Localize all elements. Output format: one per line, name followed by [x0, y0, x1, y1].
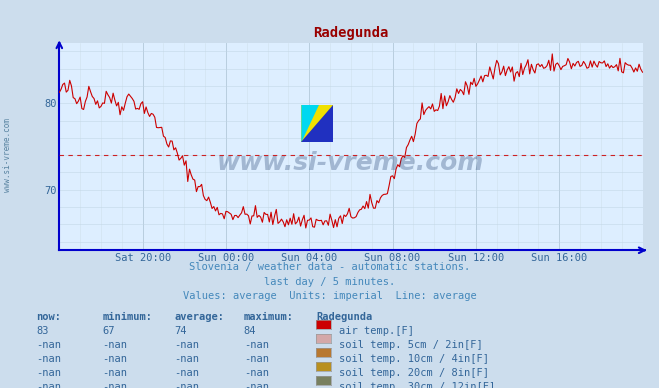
Text: last day / 5 minutes.: last day / 5 minutes.	[264, 277, 395, 287]
Text: -nan: -nan	[102, 368, 127, 378]
Text: -nan: -nan	[175, 382, 200, 388]
Polygon shape	[301, 105, 319, 142]
Text: -nan: -nan	[175, 340, 200, 350]
Text: -nan: -nan	[102, 382, 127, 388]
Text: -nan: -nan	[36, 354, 61, 364]
Text: minimum:: minimum:	[102, 312, 152, 322]
Text: -nan: -nan	[36, 340, 61, 350]
Text: Slovenia / weather data - automatic stations.: Slovenia / weather data - automatic stat…	[189, 262, 470, 272]
Text: www.si-vreme.com: www.si-vreme.com	[3, 118, 13, 192]
Text: www.si-vreme.com: www.si-vreme.com	[217, 151, 484, 175]
Text: -nan: -nan	[102, 340, 127, 350]
Text: -nan: -nan	[102, 354, 127, 364]
Text: soil temp. 5cm / 2in[F]: soil temp. 5cm / 2in[F]	[339, 340, 483, 350]
Text: air temp.[F]: air temp.[F]	[339, 326, 415, 336]
Text: -nan: -nan	[36, 382, 61, 388]
Text: 84: 84	[244, 326, 256, 336]
Title: Radegunda: Radegunda	[313, 26, 389, 40]
Text: Values: average  Units: imperial  Line: average: Values: average Units: imperial Line: av…	[183, 291, 476, 301]
Text: -nan: -nan	[244, 382, 269, 388]
Text: now:: now:	[36, 312, 61, 322]
Text: 74: 74	[175, 326, 187, 336]
Text: soil temp. 20cm / 8in[F]: soil temp. 20cm / 8in[F]	[339, 368, 490, 378]
Text: -nan: -nan	[175, 368, 200, 378]
Text: 83: 83	[36, 326, 49, 336]
Text: maximum:: maximum:	[244, 312, 294, 322]
Text: average:: average:	[175, 312, 225, 322]
Polygon shape	[301, 105, 333, 142]
Text: -nan: -nan	[175, 354, 200, 364]
Text: 67: 67	[102, 326, 115, 336]
Text: -nan: -nan	[36, 368, 61, 378]
Text: -nan: -nan	[244, 340, 269, 350]
Text: soil temp. 10cm / 4in[F]: soil temp. 10cm / 4in[F]	[339, 354, 490, 364]
Text: Radegunda: Radegunda	[316, 312, 372, 322]
Text: -nan: -nan	[244, 354, 269, 364]
Text: -nan: -nan	[244, 368, 269, 378]
Text: soil temp. 30cm / 12in[F]: soil temp. 30cm / 12in[F]	[339, 382, 496, 388]
